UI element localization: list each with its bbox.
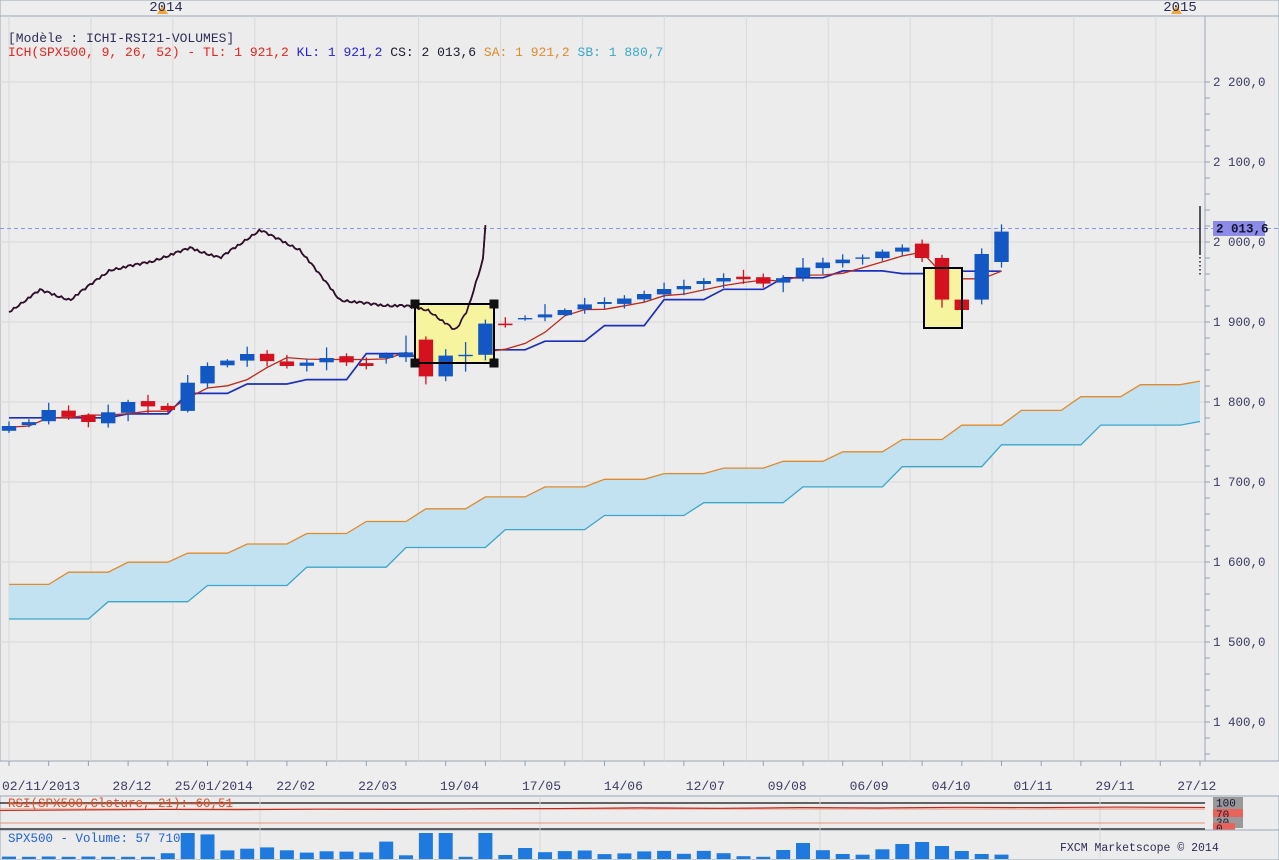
svg-text:2 100,0: 2 100,0 — [1213, 156, 1266, 170]
svg-text:1 900,0: 1 900,0 — [1213, 316, 1266, 330]
svg-text:17/05: 17/05 — [522, 779, 561, 794]
svg-text:2 013,6: 2 013,6 — [1216, 223, 1269, 237]
svg-text:[Modèle : ICHI-RSI21-VOLUMES]: [Modèle : ICHI-RSI21-VOLUMES] — [8, 31, 234, 46]
svg-text:02/11/2013: 02/11/2013 — [2, 779, 80, 794]
svg-text:04/10: 04/10 — [932, 779, 971, 794]
svg-text:1 600,0: 1 600,0 — [1213, 556, 1266, 570]
svg-text:29/11: 29/11 — [1095, 779, 1134, 794]
svg-text:1 400,0: 1 400,0 — [1213, 716, 1266, 730]
svg-text:1 500,0: 1 500,0 — [1213, 636, 1266, 650]
svg-text:FXCM Marketscope © 2014: FXCM Marketscope © 2014 — [1060, 842, 1219, 855]
svg-text:14/06: 14/06 — [604, 779, 643, 794]
svg-text:06/09: 06/09 — [850, 779, 889, 794]
svg-text:SPX500 - Volume: 57 710: SPX500 - Volume: 57 710 — [8, 832, 181, 846]
svg-text:100: 100 — [1216, 799, 1236, 811]
svg-text:1 700,0: 1 700,0 — [1213, 476, 1266, 490]
svg-text:28/12: 28/12 — [112, 779, 151, 794]
svg-text:ICH(SPX500, 9, 26, 52) - TL:: ICH(SPX500, 9, 26, 52) - TL: 1 921,2 KL:… — [8, 45, 663, 60]
svg-text:2014: 2014 — [149, 0, 183, 16]
svg-text:25/01/2014: 25/01/2014 — [175, 779, 253, 794]
svg-text:2 000,0: 2 000,0 — [1213, 236, 1266, 250]
svg-text:01/11: 01/11 — [1013, 779, 1052, 794]
svg-text:2 200,0: 2 200,0 — [1213, 76, 1266, 90]
svg-text:12/07: 12/07 — [686, 779, 725, 794]
svg-text:2015: 2015 — [1163, 0, 1197, 16]
svg-text:27/12: 27/12 — [1177, 779, 1216, 794]
svg-text:22/02: 22/02 — [276, 779, 315, 794]
svg-text:1 800,0: 1 800,0 — [1213, 396, 1266, 410]
svg-text:19/04: 19/04 — [440, 779, 479, 794]
svg-text:22/03: 22/03 — [358, 779, 397, 794]
svg-text:RSI(SPX500,Cloture, 21): 60,51: RSI(SPX500,Cloture, 21): 60,51 — [8, 797, 233, 811]
svg-text:09/08: 09/08 — [768, 779, 807, 794]
